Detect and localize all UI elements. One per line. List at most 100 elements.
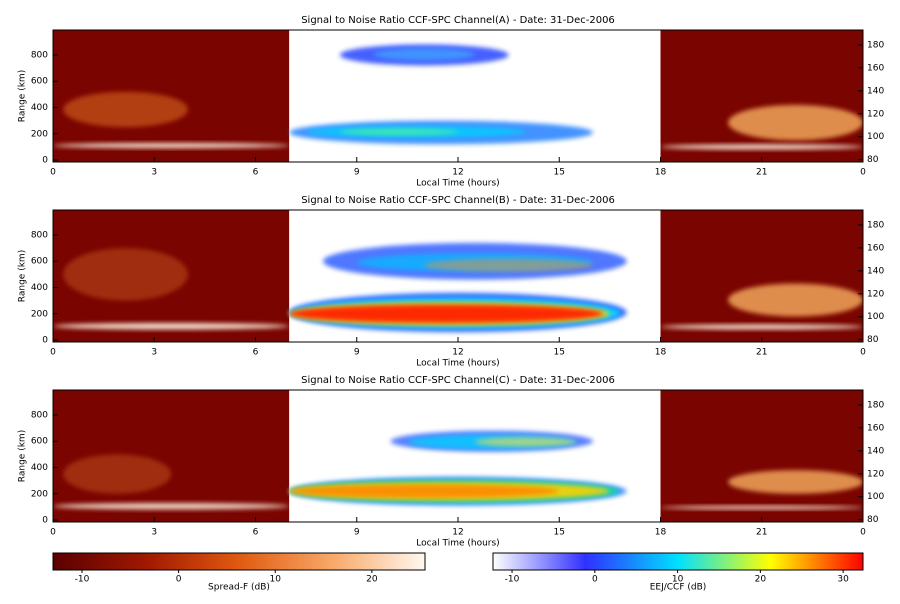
y2-tick-label: 180 [867, 400, 884, 410]
echo [63, 91, 188, 128]
panel-title: Signal to Noise Ratio CCF-SPC Channel(C)… [301, 375, 615, 386]
colorbar [492, 552, 864, 571]
y-axis-label: Range (km) [18, 250, 28, 302]
x-tick-label: 15 [554, 168, 565, 178]
x-tick-label: 9 [354, 168, 360, 178]
y2-tick-label: 120 [867, 469, 884, 479]
x-tick-label: 15 [554, 528, 565, 538]
echo [660, 144, 863, 150]
y2-tick-label: 120 [867, 109, 884, 119]
y-tick-label: 200 [31, 309, 48, 319]
y2-tick-label: 100 [867, 492, 884, 502]
y2-tick-label: 160 [867, 423, 884, 433]
y-tick-label: 800 [31, 230, 48, 240]
y-tick-label: 0 [42, 336, 48, 346]
echo [474, 437, 577, 447]
echo [53, 502, 290, 510]
x-tick-label: 0 [860, 528, 866, 538]
y-tick-label: 600 [31, 257, 48, 267]
panel-title: Signal to Noise Ratio CCF-SPC Channel(A)… [301, 15, 615, 26]
y-axis-label: Range (km) [18, 430, 28, 482]
x-tick-label: 21 [756, 348, 767, 358]
x-tick-label: 18 [655, 528, 667, 538]
y2-tick-label: 140 [867, 266, 884, 276]
echo [339, 128, 458, 136]
x-tick-label: 18 [655, 348, 667, 358]
heatmap [53, 30, 863, 162]
colorbar-tick-label: 20 [755, 575, 767, 585]
x-tick-label: 0 [860, 168, 866, 178]
y-axis-label: Range (km) [18, 70, 28, 122]
x-tick-label: 0 [50, 348, 56, 358]
echo [728, 470, 863, 494]
echo [53, 322, 290, 330]
echo [660, 505, 863, 510]
echo [424, 258, 593, 272]
colorbar-tick-label: -10 [505, 575, 520, 585]
y-tick-label: 600 [31, 437, 48, 447]
colorbar-tick-label: 30 [837, 575, 849, 585]
x-tick-label: 12 [452, 168, 463, 178]
colorbar-label: EEJ/CCF (dB) [650, 583, 707, 593]
colorbar-tick-label: 10 [672, 575, 684, 585]
colorbar [52, 552, 426, 571]
x-tick-label: 3 [151, 528, 157, 538]
y2-tick-label: 80 [867, 515, 879, 525]
colorbar-tick-label: 0 [176, 575, 182, 585]
colorbar-tick-label: 10 [270, 575, 282, 585]
night-right [660, 30, 863, 162]
x-tick-label: 0 [860, 348, 866, 358]
y-tick-label: 800 [31, 50, 48, 60]
y-tick-label: 200 [31, 129, 48, 139]
x-tick-label: 6 [253, 168, 259, 178]
echo [63, 454, 172, 494]
heatmap [53, 210, 863, 342]
x-tick-label: 9 [354, 348, 360, 358]
colorbar-tick-label: -10 [75, 575, 90, 585]
echo [728, 104, 863, 141]
x-tick-label: 3 [151, 348, 157, 358]
x-tick-label: 21 [756, 168, 767, 178]
echo [63, 248, 188, 301]
y2-tick-label: 140 [867, 86, 884, 96]
y-tick-label: 0 [42, 516, 48, 526]
y2-tick-label: 120 [867, 289, 884, 299]
y2-tick-label: 160 [867, 243, 884, 253]
night-right [660, 390, 863, 522]
x-tick-label: 9 [354, 528, 360, 538]
y-tick-label: 200 [31, 489, 48, 499]
x-tick-label: 0 [50, 168, 56, 178]
y2-tick-label: 80 [867, 335, 879, 345]
heatmap [53, 390, 863, 522]
y2-tick-label: 80 [867, 155, 879, 165]
echo [289, 484, 560, 498]
night-right [660, 210, 863, 342]
y-tick-label: 600 [31, 77, 48, 87]
x-tick-label: 15 [554, 348, 565, 358]
y-tick-label: 400 [31, 463, 48, 473]
y2-tick-label: 160 [867, 63, 884, 73]
y2-tick-label: 180 [867, 40, 884, 50]
x-axis-label: Local Time (hours) [416, 539, 499, 549]
y2-tick-label: 140 [867, 446, 884, 456]
x-axis-label: Local Time (hours) [416, 179, 499, 189]
echo [53, 142, 290, 149]
x-axis-label: Local Time (hours) [416, 359, 499, 369]
panel-title: Signal to Noise Ratio CCF-SPC Channel(B)… [301, 195, 615, 206]
x-tick-label: 3 [151, 168, 157, 178]
x-tick-label: 12 [452, 528, 463, 538]
colorbar-label: Spread-F (dB) [208, 583, 270, 593]
x-tick-label: 21 [756, 528, 767, 538]
x-tick-label: 12 [452, 348, 463, 358]
x-tick-label: 6 [253, 348, 259, 358]
y-tick-label: 0 [42, 156, 48, 166]
y2-tick-label: 100 [867, 312, 884, 322]
echo [728, 283, 863, 317]
y2-tick-label: 100 [867, 132, 884, 142]
y-tick-label: 400 [31, 283, 48, 293]
echo [373, 48, 475, 61]
y-tick-label: 400 [31, 103, 48, 113]
echo [660, 324, 863, 330]
y2-tick-label: 180 [867, 220, 884, 230]
